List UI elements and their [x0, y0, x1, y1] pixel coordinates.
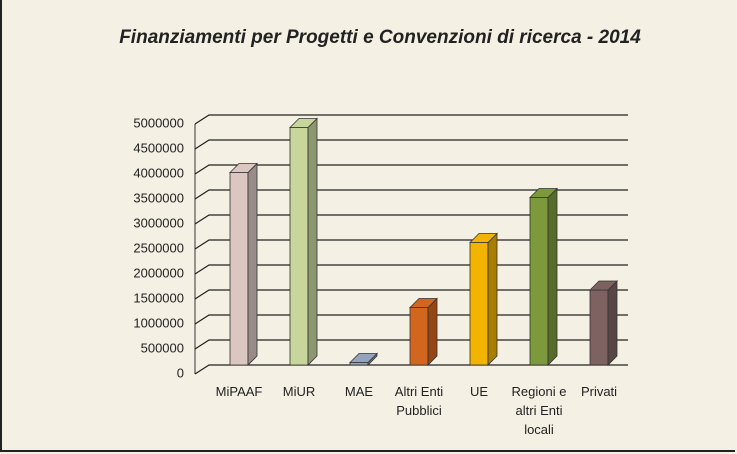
x-tick-label: Regioni e altri Enti locali [511, 384, 567, 437]
y-tick-label: 500000 [141, 340, 184, 355]
bar [229, 162, 258, 366]
grid-line [194, 239, 628, 250]
bar [289, 117, 318, 366]
grid-line [194, 364, 628, 375]
y-tick-label: 1500000 [133, 290, 184, 305]
grid-line [194, 264, 628, 275]
grid-line [194, 114, 628, 125]
chart-title: Finanziamenti per Progetti e Convenzioni… [119, 27, 641, 48]
bar [469, 232, 498, 366]
y-tick-label: 1000000 [133, 315, 184, 330]
y-tick-label: 3000000 [133, 215, 184, 230]
x-tick-label: MiUR [282, 384, 316, 399]
bar [529, 187, 558, 366]
x-tick-label: Altri Enti Pubblici [394, 384, 444, 418]
grid-line [194, 189, 628, 200]
bar [349, 352, 378, 366]
bar [589, 280, 618, 366]
x-tick-label: MAE [344, 384, 374, 399]
y-tick-label: 5000000 [133, 115, 184, 130]
grid-line [194, 289, 628, 300]
grid-line [194, 214, 628, 225]
x-tick-label: Privati [580, 384, 618, 399]
grid-line [194, 164, 628, 175]
y-tick-label: 2000000 [133, 265, 184, 280]
y-tick-label: 2500000 [133, 240, 184, 255]
grid-line [194, 139, 628, 150]
y-tick-label: 0 [177, 365, 184, 380]
y-tick-label: 3500000 [133, 190, 184, 205]
x-tick-label: UE [469, 384, 489, 399]
y-tick-label: 4500000 [133, 140, 184, 155]
y-tick-label: 4000000 [133, 165, 184, 180]
x-tick-label: MiPAAF [215, 384, 263, 399]
bar [409, 297, 438, 366]
